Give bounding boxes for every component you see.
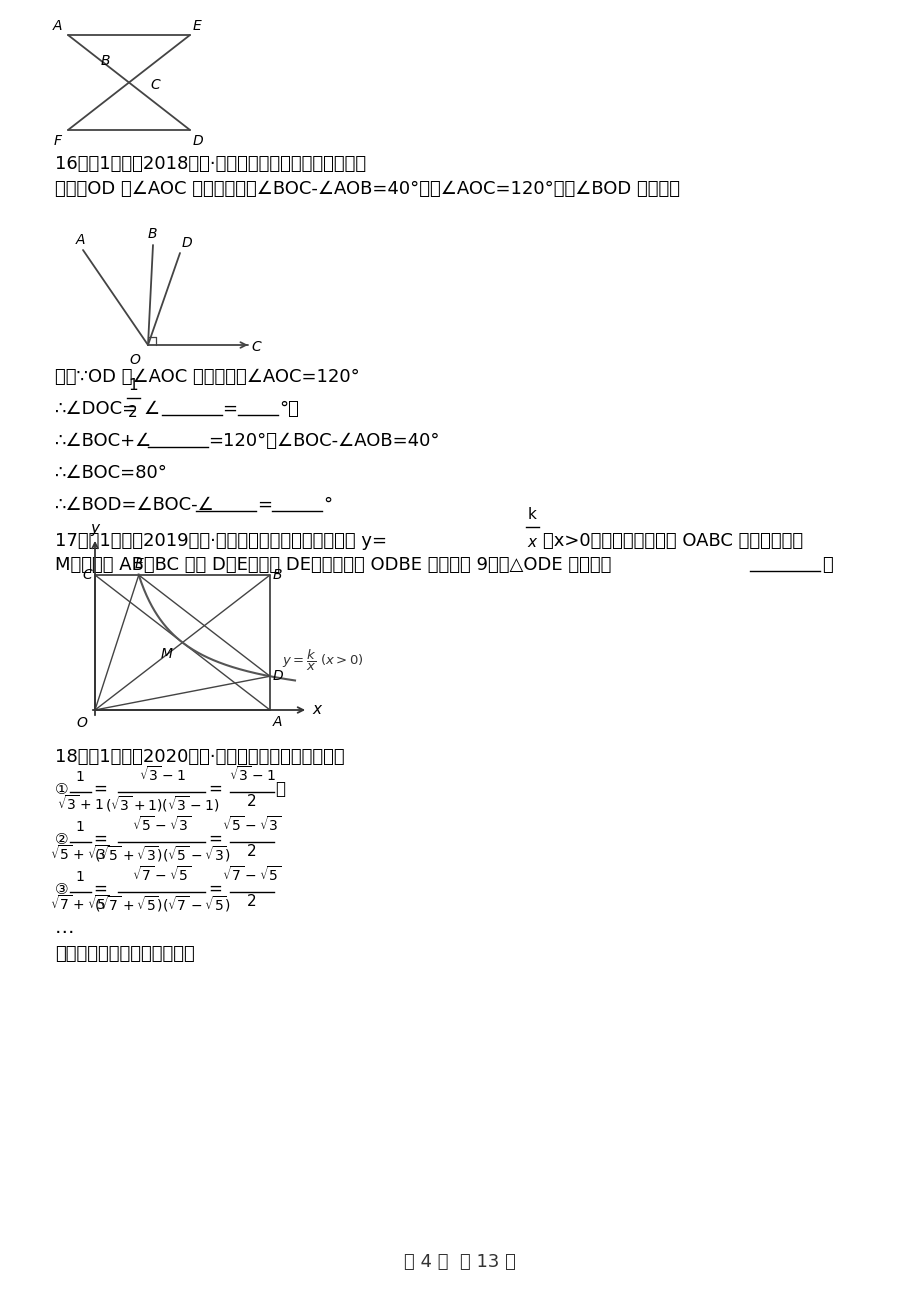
Text: $\sqrt{7}+\sqrt{5}$: $\sqrt{7}+\sqrt{5}$: [51, 894, 109, 913]
Text: ∴∠BOC+∠: ∴∠BOC+∠: [55, 432, 152, 450]
Text: O: O: [129, 353, 140, 367]
Text: =: =: [93, 780, 107, 798]
Text: A: A: [75, 233, 85, 247]
Text: O: O: [76, 716, 87, 730]
Text: D: D: [182, 236, 192, 250]
Text: 如图，OD 是∠AOC 的平分线，且∠BOC-∠AOB=40°，若∠AOC=120°，求∠BOD 的度数．: 如图，OD 是∠AOC 的平分线，且∠BOC-∠AOB=40°，若∠AOC=12…: [55, 180, 679, 198]
Text: 1: 1: [75, 769, 85, 784]
Text: …: …: [55, 918, 74, 937]
Text: $(\sqrt{7}+\sqrt{5})(\sqrt{7}-\sqrt{5})$: $(\sqrt{7}+\sqrt{5})(\sqrt{7}-\sqrt{5})$: [94, 894, 230, 914]
Text: C: C: [251, 340, 260, 354]
Text: C: C: [150, 78, 160, 92]
Text: $\sqrt{3}-1$: $\sqrt{3}-1$: [229, 766, 275, 784]
Text: $y=\dfrac{k}{x}\ (x>0)$: $y=\dfrac{k}{x}\ (x>0)$: [282, 647, 364, 673]
Text: 2: 2: [247, 794, 256, 809]
Text: x: x: [527, 535, 536, 549]
Text: 2: 2: [128, 405, 138, 421]
Text: M，分别交 AB、BC 于点 D、E，连结 DE．若四边形 ODBE 的面积为 9，则△ODE 的面积是: M，分别交 AB、BC 于点 D、E，连结 DE．若四边形 ODBE 的面积为 …: [55, 556, 611, 574]
Text: =: =: [208, 880, 221, 898]
Text: $\sqrt{5}+\sqrt{3}$: $\sqrt{5}+\sqrt{3}$: [51, 844, 109, 863]
Text: $\sqrt{7}-\sqrt{5}$: $\sqrt{7}-\sqrt{5}$: [132, 865, 191, 884]
Text: 2: 2: [247, 844, 256, 859]
Text: $(\sqrt{5}+\sqrt{3})(\sqrt{5}-\sqrt{3})$: $(\sqrt{5}+\sqrt{3})(\sqrt{5}-\sqrt{3})$: [94, 844, 230, 863]
Text: $\sqrt{5}-\sqrt{3}$: $\sqrt{5}-\sqrt{3}$: [222, 815, 281, 835]
Text: ∴∠BOC=80°: ∴∠BOC=80°: [55, 464, 167, 482]
Text: ③: ③: [55, 881, 69, 897]
Text: $(\sqrt{3}+1)(\sqrt{3}-1)$: $(\sqrt{3}+1)(\sqrt{3}-1)$: [105, 794, 219, 814]
Text: E: E: [193, 20, 201, 33]
Text: M: M: [160, 647, 173, 660]
Text: D: D: [193, 134, 203, 148]
Text: B: B: [273, 568, 282, 582]
Text: =: =: [256, 496, 272, 514]
Text: x: x: [312, 703, 321, 717]
Text: 1: 1: [75, 820, 85, 835]
Text: °: °: [323, 496, 332, 514]
Text: °．: °．: [278, 400, 299, 418]
Text: 第 4 页  共 13 页: 第 4 页 共 13 页: [403, 1253, 516, 1271]
Text: 2: 2: [247, 894, 256, 909]
Text: =: =: [221, 400, 237, 418]
Text: $\sqrt{7}-\sqrt{5}$: $\sqrt{7}-\sqrt{5}$: [222, 865, 281, 884]
Text: =: =: [208, 780, 221, 798]
Text: 参照上面等式计算方法计算：: 参照上面等式计算方法计算：: [55, 945, 195, 963]
Text: =: =: [93, 829, 107, 848]
Text: $\sqrt{3}-1$: $\sqrt{3}-1$: [139, 766, 185, 784]
Text: ∴∠BOD=∠BOC-∠: ∴∠BOD=∠BOC-∠: [55, 496, 214, 514]
Text: 1: 1: [128, 378, 138, 393]
Text: ∴∠DOC=: ∴∠DOC=: [55, 400, 138, 418]
Text: F: F: [54, 134, 62, 148]
Text: =: =: [208, 829, 221, 848]
Text: A: A: [273, 715, 282, 729]
Text: ．: ．: [821, 556, 832, 574]
Text: D: D: [273, 669, 283, 684]
Text: E: E: [134, 557, 143, 572]
Text: =: =: [93, 880, 107, 898]
Text: 解：∵OD 是∠AOC 的平分线，∠AOC=120°: 解：∵OD 是∠AOC 的平分线，∠AOC=120°: [55, 368, 359, 385]
Text: ①: ①: [55, 781, 69, 797]
Text: ∠: ∠: [142, 400, 159, 418]
Text: ②: ②: [55, 832, 69, 846]
Text: $\sqrt{3}+1$: $\sqrt{3}+1$: [57, 794, 103, 812]
Text: 17．（1分）（2019八下·瑞安期末）如图，反比例函数 y=: 17．（1分）（2019八下·瑞安期末）如图，反比例函数 y=: [55, 533, 387, 549]
Text: 1: 1: [75, 870, 85, 884]
Text: ；: ；: [275, 780, 285, 798]
Text: k: k: [527, 506, 536, 522]
Text: =120°，∠BOC-∠AOB=40°: =120°，∠BOC-∠AOB=40°: [208, 432, 439, 450]
Text: $\sqrt{5}-\sqrt{3}$: $\sqrt{5}-\sqrt{3}$: [132, 815, 191, 835]
Text: 16．（1分）（2018七上·皇姑期末）补全下列解题过程：: 16．（1分）（2018七上·皇姑期末）补全下列解题过程：: [55, 155, 366, 173]
Text: C: C: [82, 568, 92, 582]
Text: A: A: [52, 20, 62, 33]
Text: y: y: [90, 521, 99, 536]
Text: 18．（1分）（2020八上·港南期末）观察下列等式：: 18．（1分）（2020八上·港南期末）观察下列等式：: [55, 749, 345, 766]
Text: B: B: [147, 227, 156, 241]
Text: B: B: [100, 53, 110, 68]
Text: （x>0）的图象经过矩形 OABC 对角线的交点: （x>0）的图象经过矩形 OABC 对角线的交点: [542, 533, 802, 549]
